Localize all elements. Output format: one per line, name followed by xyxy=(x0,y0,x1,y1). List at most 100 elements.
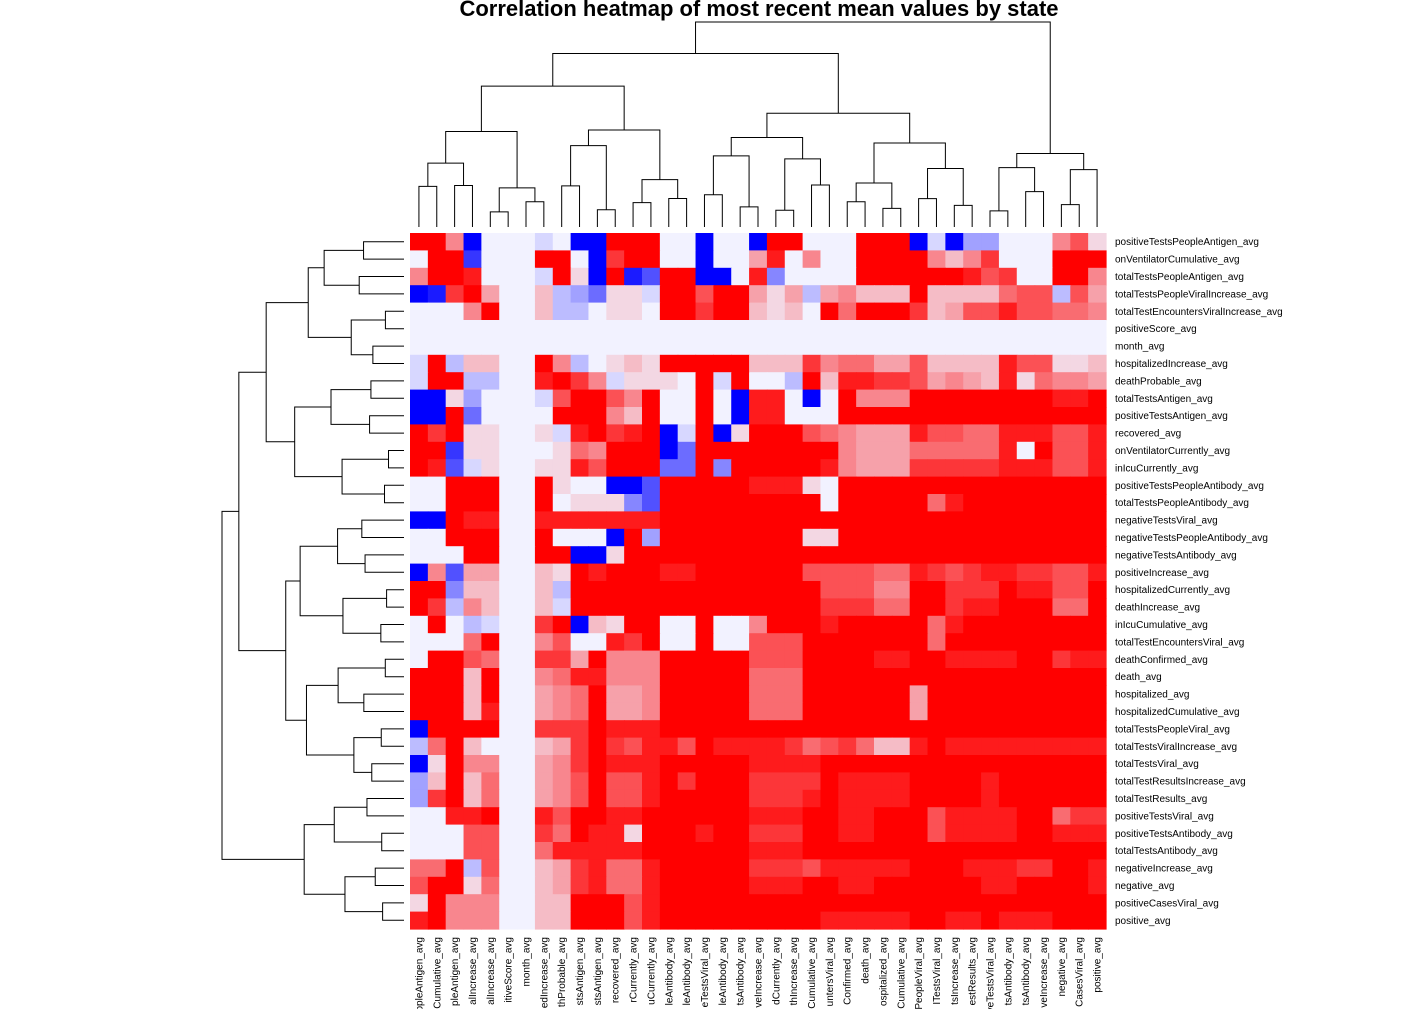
heatmap-cell xyxy=(1052,250,1071,269)
heatmap-cell xyxy=(1034,876,1054,895)
heatmap-cell xyxy=(1034,528,1054,547)
heatmap-cell xyxy=(731,302,750,321)
heatmap-cell xyxy=(945,285,964,304)
heatmap-cell xyxy=(784,789,804,808)
heatmap-cell xyxy=(927,737,946,756)
heatmap-cell xyxy=(1070,842,1089,860)
heatmap-cell xyxy=(517,563,536,582)
heatmap-cell xyxy=(517,354,536,373)
dendrogram-branch xyxy=(371,763,404,782)
column-label: estResults_avg xyxy=(968,937,979,1005)
row-label: totalTestsAntigen_avg xyxy=(1115,394,1213,405)
heatmap-cell xyxy=(1034,894,1054,913)
heatmap-cell xyxy=(606,267,625,286)
heatmap-cell xyxy=(749,250,768,269)
heatmap-cell xyxy=(1088,598,1107,617)
heatmap-cell xyxy=(927,267,946,286)
heatmap-cell xyxy=(481,372,500,391)
heatmap-cell xyxy=(1052,372,1071,391)
heatmap-cell xyxy=(820,807,839,826)
heatmap-cell xyxy=(963,755,982,773)
heatmap-cell xyxy=(731,407,750,425)
heatmap-cell xyxy=(713,459,732,478)
heatmap-cell xyxy=(998,285,1018,304)
heatmap-cell xyxy=(588,772,607,791)
heatmap-cell xyxy=(838,685,857,704)
heatmap-cell xyxy=(588,720,607,739)
row-label: hospitalizedCurrently_avg xyxy=(1115,585,1230,596)
heatmap-cell xyxy=(410,389,429,408)
heatmap-cell xyxy=(695,789,714,808)
heatmap-cell xyxy=(463,250,482,269)
heatmap-cell xyxy=(891,233,911,251)
heatmap-cell xyxy=(445,685,465,704)
heatmap-cell xyxy=(517,250,536,269)
heatmap-cell xyxy=(570,511,590,530)
heatmap-cell xyxy=(659,441,679,460)
heatmap-cell xyxy=(891,720,911,739)
heatmap-cell xyxy=(784,267,804,286)
heatmap-cell xyxy=(784,372,804,391)
heatmap-cell xyxy=(749,737,768,756)
heatmap-cell xyxy=(927,389,946,408)
heatmap-cell xyxy=(445,459,465,478)
heatmap-cell xyxy=(891,807,911,826)
heatmap-cell xyxy=(517,650,536,669)
heatmap-cell xyxy=(838,894,857,913)
heatmap-cell xyxy=(784,285,804,304)
dendrogram-branch xyxy=(303,824,345,895)
heatmap-cell xyxy=(481,911,500,930)
heatmap-cell xyxy=(427,233,447,251)
heatmap-cell xyxy=(856,285,875,304)
heatmap-cell xyxy=(624,842,643,860)
heatmap-cell xyxy=(1070,807,1089,826)
heatmap-cell xyxy=(731,876,750,895)
heatmap-cell xyxy=(481,407,500,425)
heatmap-cell xyxy=(731,615,750,634)
heatmap-cell xyxy=(713,876,732,895)
heatmap-cell xyxy=(427,494,447,512)
heatmap-cell xyxy=(784,563,804,582)
heatmap-cell xyxy=(784,302,804,321)
heatmap-cell xyxy=(749,372,768,391)
heatmap-cell xyxy=(1070,876,1089,895)
heatmap-cell xyxy=(963,789,982,808)
heatmap-cell xyxy=(445,911,465,930)
heatmap-cell xyxy=(1088,424,1107,443)
heatmap-cell xyxy=(891,824,911,843)
heatmap-cell xyxy=(749,633,768,652)
heatmap-cell xyxy=(552,563,572,582)
heatmap-cell xyxy=(427,476,447,495)
heatmap-cell xyxy=(874,424,893,443)
heatmap-cell xyxy=(820,494,839,512)
heatmap-cell xyxy=(838,285,857,304)
dendrogram-branch xyxy=(364,554,404,573)
heatmap-cell xyxy=(927,824,946,843)
heatmap-cell xyxy=(588,842,607,860)
heatmap-cell xyxy=(552,337,572,356)
heatmap-cell xyxy=(749,459,768,478)
heatmap-cell xyxy=(998,720,1018,739)
heatmap-cell xyxy=(427,702,447,721)
heatmap-cell xyxy=(1016,320,1036,338)
row-label: totalTestsPeopleViral_avg xyxy=(1115,724,1230,735)
heatmap-cell xyxy=(517,494,536,512)
row-label: hospitalizedIncrease_avg xyxy=(1115,359,1228,370)
heatmap-cell xyxy=(838,563,857,582)
heatmap-cell xyxy=(1088,633,1107,652)
heatmap-cell xyxy=(1052,720,1071,739)
heatmap-cell xyxy=(945,267,964,286)
dendrogram-branch xyxy=(873,142,946,184)
heatmap-cell xyxy=(499,702,518,721)
heatmap-cell xyxy=(463,598,482,617)
heatmap-cell xyxy=(445,737,465,756)
dendrogram-branch xyxy=(695,21,1051,154)
heatmap-cell xyxy=(856,389,875,408)
heatmap-cell xyxy=(606,755,625,773)
heatmap-cell xyxy=(1016,894,1036,913)
heatmap-cell xyxy=(998,842,1018,860)
heatmap-cell xyxy=(642,511,661,530)
heatmap-cell xyxy=(766,772,786,791)
heatmap-cell xyxy=(624,546,643,565)
column-label: uCurrently_avg xyxy=(646,937,657,1005)
